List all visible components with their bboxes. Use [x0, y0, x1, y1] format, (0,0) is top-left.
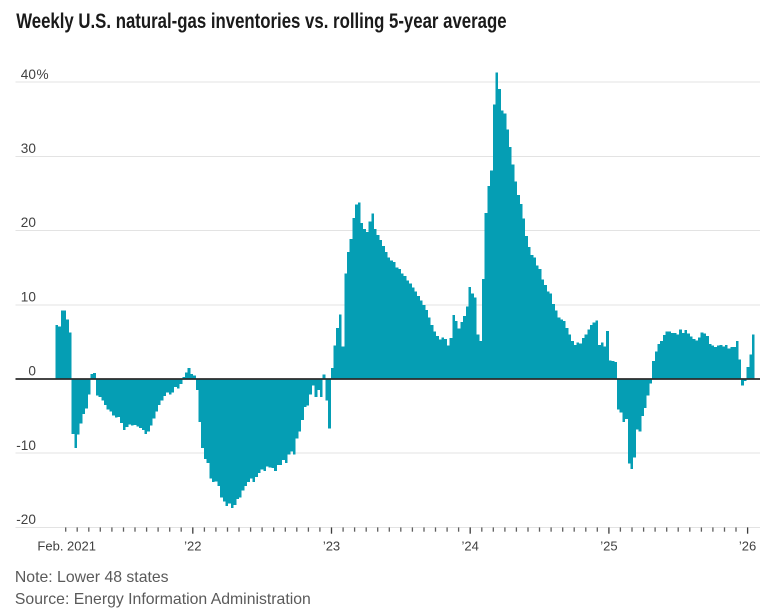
svg-text:Note: Lower 48 states: Note: Lower 48 states [15, 569, 169, 586]
svg-text:-10: -10 [16, 438, 36, 453]
svg-text:Source: Energy Information Adm: Source: Energy Information Administratio… [15, 591, 311, 608]
svg-text:20: 20 [21, 215, 37, 230]
svg-text:30: 30 [21, 141, 37, 156]
svg-text:’25: ’25 [600, 539, 617, 554]
svg-text:’26: ’26 [739, 539, 756, 554]
svg-text:10: 10 [21, 289, 37, 304]
svg-text:’23: ’23 [323, 539, 340, 554]
svg-text:Weekly U.S. natural-gas invent: Weekly U.S. natural-gas inventories vs. … [16, 10, 506, 33]
svg-text:’22: ’22 [184, 539, 201, 554]
svg-text:’24: ’24 [462, 539, 479, 554]
svg-text:-20: -20 [16, 512, 36, 527]
svg-text:0: 0 [28, 364, 36, 379]
svg-text:Feb. 2021: Feb. 2021 [37, 539, 96, 554]
svg-text:40: 40 [21, 67, 37, 82]
svg-text:%: % [37, 67, 49, 82]
